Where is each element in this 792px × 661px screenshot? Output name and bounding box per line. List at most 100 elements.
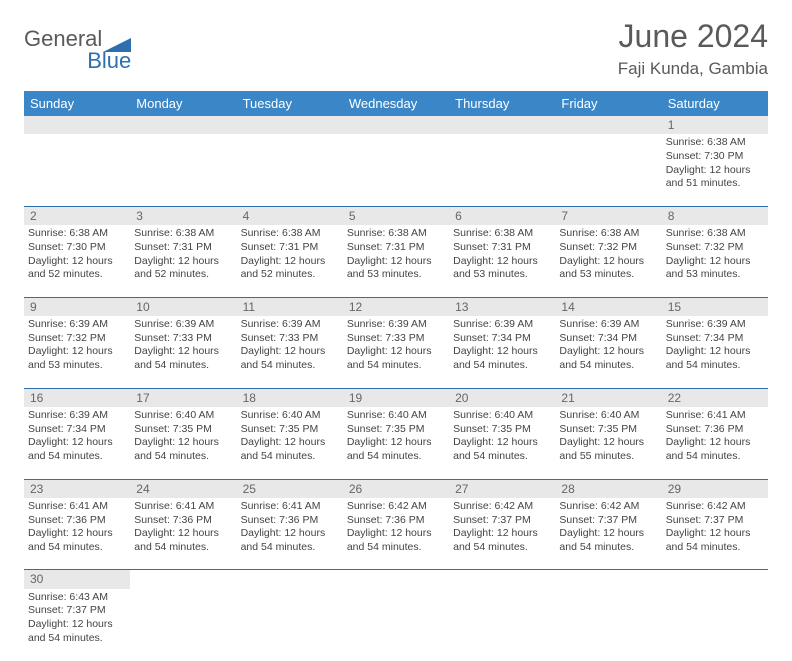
day-number-cell: [555, 570, 661, 589]
day-content-row: Sunrise: 6:38 AMSunset: 7:30 PMDaylight:…: [24, 225, 768, 297]
sun-info: Sunrise: 6:39 AMSunset: 7:33 PMDaylight:…: [134, 318, 232, 373]
day-content-cell: Sunrise: 6:39 AMSunset: 7:32 PMDaylight:…: [24, 316, 130, 388]
sunset-text: Sunset: 7:35 PM: [453, 423, 551, 437]
day-number-cell: 25: [237, 479, 343, 498]
sunrise-text: Sunrise: 6:38 AM: [28, 227, 126, 241]
weekday-head: Friday: [555, 91, 661, 116]
sun-info: Sunrise: 6:42 AMSunset: 7:37 PMDaylight:…: [666, 500, 764, 555]
sunset-text: Sunset: 7:36 PM: [28, 514, 126, 528]
daylight-text-1: Daylight: 12 hours: [666, 527, 764, 541]
sun-info: Sunrise: 6:38 AMSunset: 7:32 PMDaylight:…: [559, 227, 657, 282]
day-number-cell: 27: [449, 479, 555, 498]
daylight-text-2: and 54 minutes.: [28, 450, 126, 464]
day-content-cell: [555, 134, 661, 206]
day-number-cell: 24: [130, 479, 236, 498]
daylight-text-1: Daylight: 12 hours: [559, 527, 657, 541]
sun-info: Sunrise: 6:38 AMSunset: 7:31 PMDaylight:…: [453, 227, 551, 282]
daylight-text-1: Daylight: 12 hours: [559, 345, 657, 359]
sunrise-text: Sunrise: 6:42 AM: [453, 500, 551, 514]
sunrise-text: Sunrise: 6:38 AM: [241, 227, 339, 241]
day-number-cell: [24, 116, 130, 134]
day-content-cell: [130, 589, 236, 661]
sunrise-text: Sunrise: 6:41 AM: [28, 500, 126, 514]
day-content-row: Sunrise: 6:38 AMSunset: 7:30 PMDaylight:…: [24, 134, 768, 206]
day-content-cell: Sunrise: 6:38 AMSunset: 7:30 PMDaylight:…: [24, 225, 130, 297]
day-number-cell: [555, 116, 661, 134]
day-number-row: 23242526272829: [24, 479, 768, 498]
day-content-cell: Sunrise: 6:41 AMSunset: 7:36 PMDaylight:…: [662, 407, 768, 479]
page-title: June 2024: [618, 18, 768, 55]
daylight-text-2: and 54 minutes.: [241, 359, 339, 373]
day-number-cell: 28: [555, 479, 661, 498]
daylight-text-2: and 52 minutes.: [28, 268, 126, 282]
sun-info: Sunrise: 6:43 AMSunset: 7:37 PMDaylight:…: [28, 591, 126, 646]
sun-info: Sunrise: 6:38 AMSunset: 7:31 PMDaylight:…: [134, 227, 232, 282]
daylight-text-1: Daylight: 12 hours: [559, 255, 657, 269]
daylight-text-1: Daylight: 12 hours: [134, 345, 232, 359]
sunrise-text: Sunrise: 6:39 AM: [134, 318, 232, 332]
day-content-cell: Sunrise: 6:40 AMSunset: 7:35 PMDaylight:…: [237, 407, 343, 479]
daylight-text-1: Daylight: 12 hours: [666, 345, 764, 359]
sunset-text: Sunset: 7:36 PM: [347, 514, 445, 528]
sunrise-text: Sunrise: 6:41 AM: [666, 409, 764, 423]
daylight-text-1: Daylight: 12 hours: [134, 436, 232, 450]
daylight-text-2: and 54 minutes.: [241, 541, 339, 555]
sunset-text: Sunset: 7:31 PM: [134, 241, 232, 255]
daylight-text-2: and 54 minutes.: [453, 359, 551, 373]
sun-info: Sunrise: 6:38 AMSunset: 7:30 PMDaylight:…: [28, 227, 126, 282]
daylight-text-2: and 53 minutes.: [347, 268, 445, 282]
day-number-cell: 29: [662, 479, 768, 498]
sunrise-text: Sunrise: 6:40 AM: [241, 409, 339, 423]
sun-info: Sunrise: 6:41 AMSunset: 7:36 PMDaylight:…: [28, 500, 126, 555]
sunrise-text: Sunrise: 6:38 AM: [453, 227, 551, 241]
daylight-text-1: Daylight: 12 hours: [28, 527, 126, 541]
weekday-head: Saturday: [662, 91, 768, 116]
sun-info: Sunrise: 6:38 AMSunset: 7:30 PMDaylight:…: [666, 136, 764, 191]
day-number-cell: [130, 570, 236, 589]
sunset-text: Sunset: 7:34 PM: [453, 332, 551, 346]
sunrise-text: Sunrise: 6:39 AM: [453, 318, 551, 332]
daylight-text-2: and 53 minutes.: [666, 268, 764, 282]
day-number-cell: 21: [555, 388, 661, 407]
day-content-cell: Sunrise: 6:41 AMSunset: 7:36 PMDaylight:…: [130, 498, 236, 570]
daylight-text-1: Daylight: 12 hours: [347, 527, 445, 541]
weekday-head: Tuesday: [237, 91, 343, 116]
sunrise-text: Sunrise: 6:40 AM: [453, 409, 551, 423]
sunrise-text: Sunrise: 6:39 AM: [347, 318, 445, 332]
day-number-cell: 14: [555, 297, 661, 316]
sun-info: Sunrise: 6:39 AMSunset: 7:34 PMDaylight:…: [28, 409, 126, 464]
location-subtitle: Faji Kunda, Gambia: [618, 59, 768, 79]
daylight-text-1: Daylight: 12 hours: [347, 436, 445, 450]
sunset-text: Sunset: 7:37 PM: [28, 604, 126, 618]
sun-info: Sunrise: 6:38 AMSunset: 7:31 PMDaylight:…: [241, 227, 339, 282]
day-number-cell: 9: [24, 297, 130, 316]
day-number-cell: [449, 570, 555, 589]
day-number-cell: 18: [237, 388, 343, 407]
day-content-cell: Sunrise: 6:42 AMSunset: 7:37 PMDaylight:…: [662, 498, 768, 570]
day-number-cell: 20: [449, 388, 555, 407]
weekday-head: Sunday: [24, 91, 130, 116]
day-content-cell: [343, 134, 449, 206]
day-content-cell: Sunrise: 6:43 AMSunset: 7:37 PMDaylight:…: [24, 589, 130, 661]
sunrise-text: Sunrise: 6:41 AM: [241, 500, 339, 514]
sunrise-text: Sunrise: 6:42 AM: [559, 500, 657, 514]
daylight-text-1: Daylight: 12 hours: [666, 255, 764, 269]
day-number-cell: [130, 116, 236, 134]
sunrise-text: Sunrise: 6:38 AM: [134, 227, 232, 241]
day-number-cell: 5: [343, 206, 449, 225]
sunrise-text: Sunrise: 6:39 AM: [666, 318, 764, 332]
daylight-text-2: and 53 minutes.: [453, 268, 551, 282]
day-content-cell: Sunrise: 6:40 AMSunset: 7:35 PMDaylight:…: [555, 407, 661, 479]
day-content-cell: Sunrise: 6:42 AMSunset: 7:37 PMDaylight:…: [555, 498, 661, 570]
day-number-cell: 12: [343, 297, 449, 316]
day-number-cell: [343, 116, 449, 134]
daylight-text-1: Daylight: 12 hours: [453, 255, 551, 269]
sun-info: Sunrise: 6:41 AMSunset: 7:36 PMDaylight:…: [241, 500, 339, 555]
day-number-row: 30: [24, 570, 768, 589]
day-content-cell: Sunrise: 6:40 AMSunset: 7:35 PMDaylight:…: [449, 407, 555, 479]
day-content-cell: Sunrise: 6:38 AMSunset: 7:32 PMDaylight:…: [555, 225, 661, 297]
sun-info: Sunrise: 6:39 AMSunset: 7:34 PMDaylight:…: [453, 318, 551, 373]
day-content-cell: [237, 134, 343, 206]
day-number-cell: 19: [343, 388, 449, 407]
sunset-text: Sunset: 7:34 PM: [559, 332, 657, 346]
